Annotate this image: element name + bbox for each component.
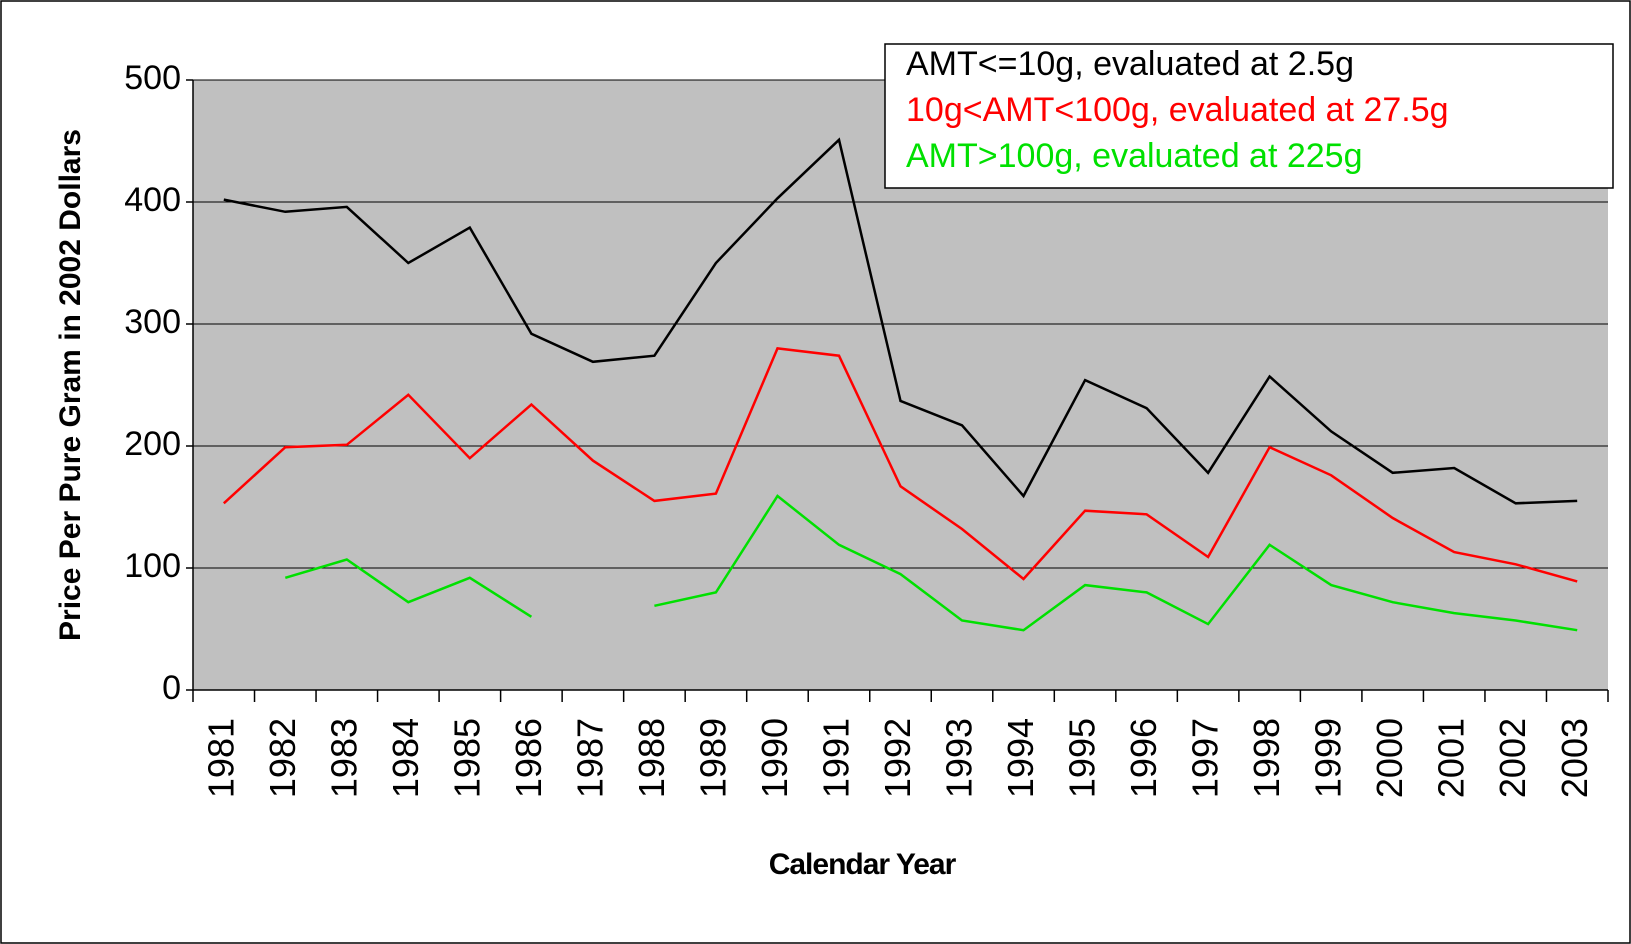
x-tick-label: 1984 [385, 718, 426, 798]
y-tick-label: 200 [124, 425, 181, 463]
y-tick-label: 400 [124, 181, 181, 219]
x-tick-label: 1981 [200, 718, 241, 798]
x-tick-label: 2001 [1431, 718, 1472, 798]
x-tick-label: 1989 [692, 718, 733, 798]
x-tick-label: 1992 [877, 718, 918, 798]
x-tick-label: 1985 [446, 718, 487, 798]
y-tick-label: 300 [124, 303, 181, 341]
y-tick-label: 100 [124, 547, 181, 585]
y-tick-label: 0 [162, 669, 181, 707]
x-tick-label: 1983 [323, 718, 364, 798]
x-tick-label: 2003 [1554, 718, 1595, 798]
x-axis-label: Calendar Year [769, 848, 957, 881]
x-tick-label: 1988 [631, 718, 672, 798]
y-axis-label: Price Per Pure Gram in 2002 Dollars [54, 129, 87, 641]
x-tick-label: 2002 [1492, 718, 1533, 798]
series-line [284, 494, 1578, 632]
legend-box [884, 43, 1614, 189]
x-tick-label: 2000 [1369, 718, 1410, 798]
legend-entry: AMT<=10g, evaluated at 2.5g [906, 45, 1354, 83]
x-tick-label: 1995 [1062, 718, 1103, 798]
x-tick-label: 1987 [569, 718, 610, 798]
legend-entry: 10g<AMT<100g, evaluated at 27.5g [906, 91, 1449, 129]
x-tick-label: 1999 [1308, 718, 1349, 798]
x-tick-label: 1991 [815, 718, 856, 798]
x-tick-label: 1982 [262, 718, 303, 798]
x-tick-label: 1986 [508, 718, 549, 798]
x-tick-label: 1997 [1185, 718, 1226, 798]
x-tick-label: 1998 [1246, 718, 1287, 798]
x-tick-label: 1994 [1000, 718, 1041, 798]
legend-entry: AMT>100g, evaluated at 225g [906, 137, 1363, 175]
series-line [223, 137, 1578, 505]
series-line [222, 347, 1578, 583]
x-tick-label: 1996 [1123, 718, 1164, 798]
x-tick-label: 1993 [939, 718, 980, 798]
x-tick-label: 1990 [754, 718, 795, 798]
y-tick-label: 500 [124, 59, 181, 97]
